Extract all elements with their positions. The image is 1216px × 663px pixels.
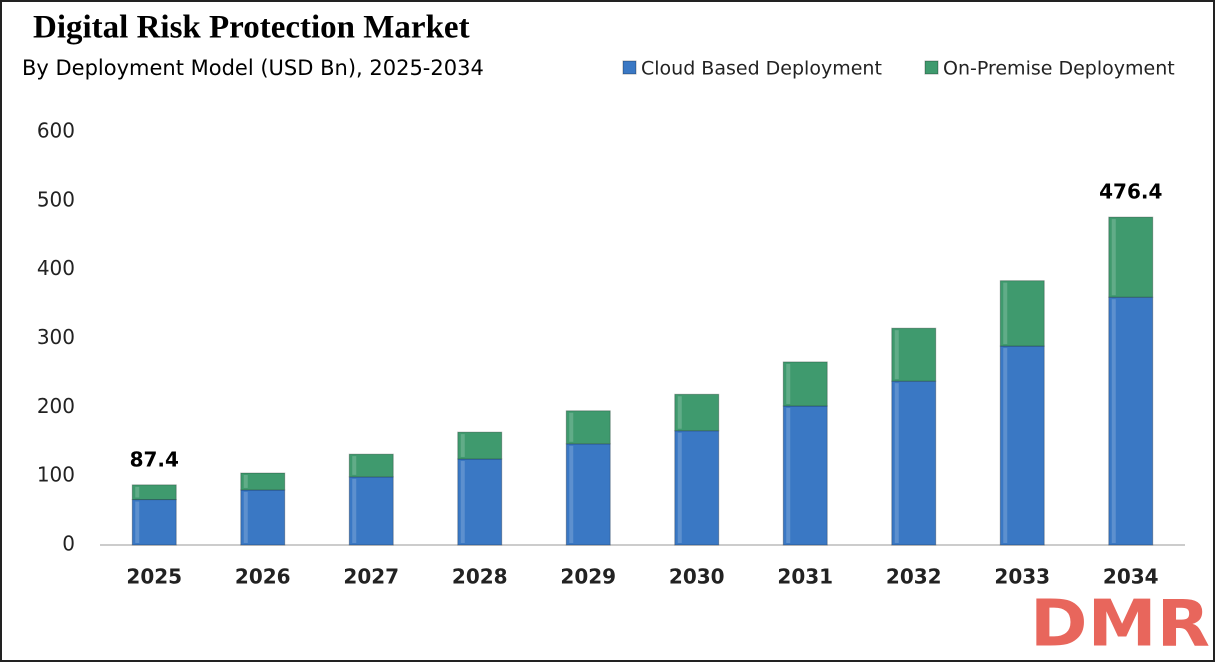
legend-label: Cloud Based Deployment bbox=[641, 58, 882, 80]
bar-segment bbox=[131, 484, 177, 501]
bar-segment bbox=[131, 499, 177, 546]
bar-segment bbox=[565, 410, 611, 445]
x-tick-label: 2031 bbox=[777, 565, 833, 589]
bar-segment bbox=[891, 327, 937, 382]
total-label: 476.4 bbox=[1099, 180, 1162, 204]
bar-highlight bbox=[677, 432, 682, 543]
bar-highlight bbox=[569, 412, 574, 442]
legend-label: On-Premise Deployment bbox=[943, 58, 1175, 80]
bar-highlight bbox=[677, 396, 682, 429]
bar-highlight bbox=[1003, 282, 1008, 345]
bar-segment bbox=[348, 453, 394, 478]
bar-segment bbox=[565, 443, 611, 546]
bar-segment bbox=[782, 361, 828, 407]
logo-text: DMR bbox=[1030, 588, 1210, 662]
bar-highlight bbox=[1003, 348, 1008, 543]
bar-highlight bbox=[352, 456, 357, 475]
bar-segment bbox=[1108, 296, 1154, 546]
chart-subtitle: By Deployment Model (USD Bn), 2025-2034 bbox=[22, 56, 484, 80]
bar-highlight bbox=[135, 486, 140, 498]
total-label: 87.4 bbox=[130, 447, 179, 471]
bar-highlight bbox=[243, 475, 248, 488]
bar-highlight bbox=[135, 501, 140, 543]
x-tick-label: 2033 bbox=[994, 565, 1050, 589]
x-tick-label: 2029 bbox=[560, 565, 616, 589]
y-tick-label: 0 bbox=[62, 532, 75, 556]
bar-highlight bbox=[894, 383, 899, 543]
bar-highlight bbox=[1111, 299, 1116, 543]
bar-highlight bbox=[460, 460, 465, 543]
bar-segment bbox=[457, 431, 503, 460]
x-tick-label: 2026 bbox=[235, 565, 291, 589]
y-tick-label: 600 bbox=[37, 119, 75, 143]
bar-highlight bbox=[569, 445, 574, 543]
chart-title: Digital Risk Protection Market bbox=[33, 10, 470, 46]
bar-highlight bbox=[786, 407, 791, 543]
bar-segment bbox=[674, 393, 720, 432]
bar-highlight bbox=[460, 434, 465, 457]
logo: DMR bbox=[1030, 588, 1210, 662]
x-tick-label: 2034 bbox=[1103, 565, 1159, 589]
x-tick-label: 2030 bbox=[669, 565, 725, 589]
x-tick-label: 2025 bbox=[126, 565, 182, 589]
bar-highlight bbox=[894, 330, 899, 380]
bar-highlight bbox=[352, 478, 357, 543]
x-tick-label: 2028 bbox=[452, 565, 508, 589]
bar-segment bbox=[348, 476, 394, 546]
x-tick-label: 2027 bbox=[343, 565, 399, 589]
y-tick-label: 400 bbox=[37, 256, 75, 280]
legend-swatch bbox=[622, 60, 637, 75]
bar-segment bbox=[1108, 216, 1154, 298]
bar-highlight bbox=[243, 491, 248, 543]
bar-segment bbox=[891, 380, 937, 546]
y-tick-label: 500 bbox=[37, 187, 75, 211]
bar-segment bbox=[240, 472, 286, 491]
bar-segment bbox=[782, 405, 828, 546]
legend-swatch bbox=[924, 60, 939, 75]
bar-segment bbox=[999, 280, 1045, 347]
y-tick-label: 300 bbox=[37, 325, 75, 349]
bar-segment bbox=[674, 430, 720, 546]
bar-highlight bbox=[1111, 219, 1116, 296]
x-tick-label: 2032 bbox=[886, 565, 942, 589]
y-tick-label: 200 bbox=[37, 394, 75, 418]
bar-highlight bbox=[786, 363, 791, 404]
y-tick-label: 100 bbox=[37, 463, 75, 487]
bar-segment bbox=[457, 458, 503, 546]
